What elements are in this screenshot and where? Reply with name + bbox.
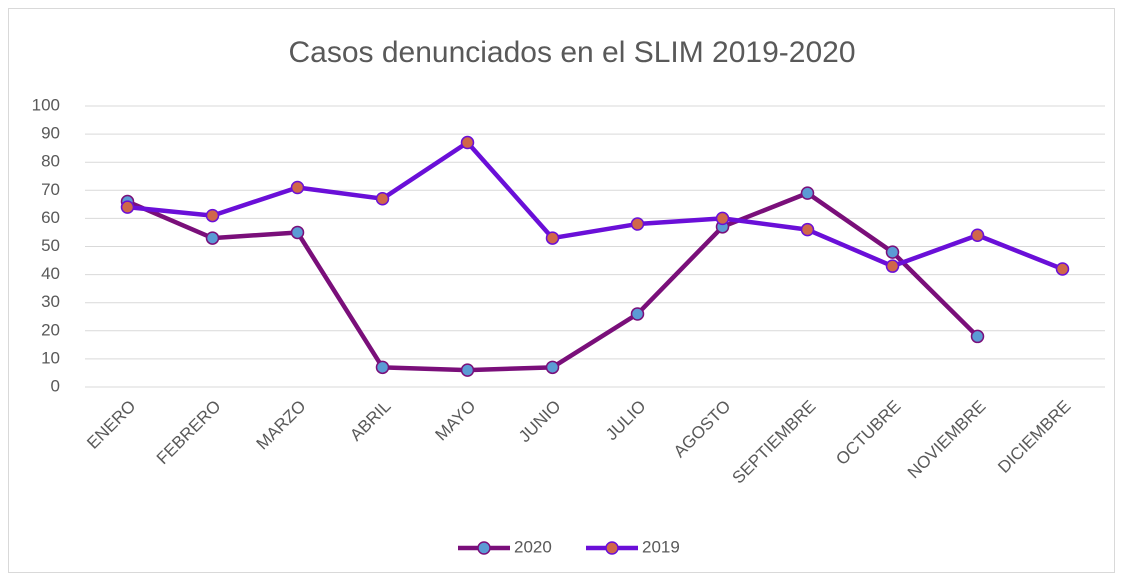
y-tick-label: 60 [41,208,60,227]
point-marker [545,231,560,245]
point-marker [375,191,390,206]
y-tick-label: 10 [41,348,60,367]
y-tick-label: 30 [41,292,60,311]
chart-title: Casos denunciados en el SLIM 2019-2020 [288,36,855,69]
legend-label: 2020 [514,537,552,556]
point-marker [885,259,900,273]
y-tick-label: 50 [41,236,60,255]
point-marker [970,329,985,344]
y-tick-label: 70 [41,180,60,199]
point-marker [1055,262,1070,276]
y-tick-label: 40 [41,264,60,283]
point-marker [885,245,900,259]
chart-border [8,8,1115,573]
point-marker [460,363,475,377]
point-marker [120,200,135,214]
y-tick-label: 20 [41,320,60,339]
point-marker [290,180,305,195]
legend-marker [477,541,491,555]
point-marker [800,186,815,200]
point-marker [205,231,220,245]
y-tick-label: 100 [32,95,60,114]
y-tick-label: 90 [41,124,60,143]
point-marker [715,211,730,226]
point-marker [970,228,985,243]
point-marker [205,208,220,223]
legend-label: 2019 [642,537,680,556]
point-marker [290,225,305,240]
point-marker [630,217,645,231]
point-marker [375,360,390,375]
point-marker [800,222,815,237]
legend-marker [605,541,619,555]
point-marker [460,135,475,150]
y-tick-label: 80 [41,152,60,171]
series-line [127,140,1064,272]
point-marker [630,307,645,321]
point-marker [545,360,560,375]
y-tick-label: 0 [51,376,60,395]
